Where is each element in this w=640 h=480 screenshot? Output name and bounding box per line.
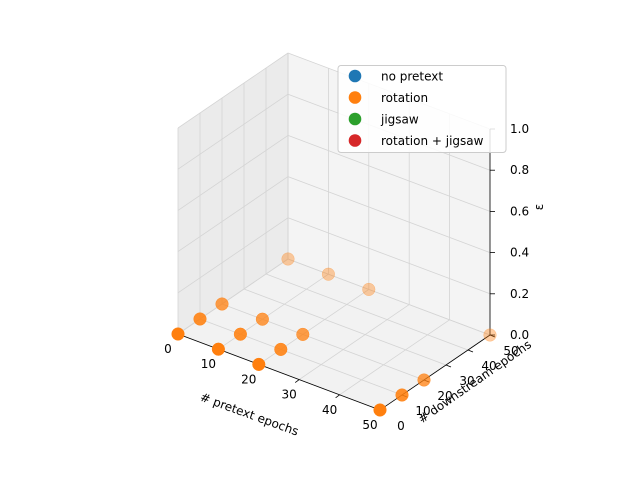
data-point (193, 312, 207, 326)
y-tick-mark (467, 349, 474, 353)
x-tick-mark (294, 379, 300, 383)
gridline-z-back (287, 135, 491, 212)
legend-marker (348, 91, 362, 104)
gridline-x-floor (298, 304, 410, 380)
data-point (395, 388, 409, 402)
data-point (171, 327, 185, 341)
data-point (321, 267, 335, 281)
x-tick-label: 30 (282, 388, 297, 402)
data-point (483, 328, 497, 342)
legend: no pretext rotation jigsaw rotation + jigsa… (337, 65, 507, 153)
gridline-y-floor (221, 303, 425, 381)
legend-marker (348, 69, 362, 83)
x-tick-label: 10 (201, 357, 216, 371)
legend-label: rotation + jigsaw (381, 134, 484, 148)
data-point (233, 327, 247, 341)
legend-box (337, 65, 507, 153)
data-point (373, 403, 387, 417)
x-tick-label: 0 (164, 342, 172, 356)
gridline-x-floor (339, 319, 450, 396)
z-tick-label: 0.2 (510, 287, 529, 301)
x-tick-label: 50 (362, 418, 377, 432)
y-tick-label: 40 (481, 359, 496, 373)
z-tick-label: 0.8 (510, 163, 529, 177)
data-point (281, 252, 295, 266)
gridline-z-wall (177, 176, 289, 252)
data-point (252, 357, 266, 371)
z-tick-label: 0.4 (510, 246, 529, 260)
data-point (362, 282, 376, 296)
gridline-z-back (287, 258, 491, 336)
z-axis-label: ε (532, 204, 546, 211)
gridline-y-floor (265, 273, 469, 351)
data-point (255, 312, 269, 326)
data-point (211, 342, 225, 356)
x-axis-line (177, 333, 381, 411)
y-tick-label: 20 (437, 389, 452, 403)
z-tick-label: 0.6 (510, 204, 529, 218)
z-tick-label: 0.0 (510, 328, 529, 342)
gridline-z-back (287, 217, 491, 295)
x-tick-mark (335, 394, 340, 399)
y-tick-label: 10 (415, 404, 430, 418)
gridline-z-wall (177, 217, 289, 294)
legend-label: jigsaw (380, 113, 419, 127)
data-point (274, 342, 288, 356)
tick-labels: 0 10 20 30 40 50 0 10 20 30 40 50 0.0 0.2 0.4 0.6 0.8 1.0 (164, 122, 529, 433)
left-wall-pane (178, 53, 288, 334)
data-points (171, 252, 497, 417)
gridline-z-wall (177, 93, 289, 170)
z-tick-label: 1.0 (510, 122, 529, 136)
data-point (296, 327, 310, 341)
y-tick-mark (445, 364, 452, 368)
gridline-z-wall (177, 52, 289, 129)
data-point (417, 373, 431, 387)
x-tick-label: 40 (322, 403, 337, 417)
legend-marker (348, 134, 362, 147)
legend-label: rotation (381, 91, 428, 105)
gridline-y-floor (243, 288, 447, 366)
x-tick-label: 20 (241, 372, 256, 386)
legend-label: no pretext (381, 70, 443, 84)
y-tick-label: 0 (397, 419, 405, 433)
gridline-y-floor (199, 318, 403, 396)
legend-marker (348, 112, 362, 126)
y-tick-label: 50 (503, 344, 518, 358)
floor-pane (178, 259, 490, 410)
y-tick-label: 30 (459, 374, 474, 388)
data-point (215, 297, 229, 311)
gridline-z-wall (177, 135, 289, 211)
gridline-z-back (287, 176, 491, 253)
